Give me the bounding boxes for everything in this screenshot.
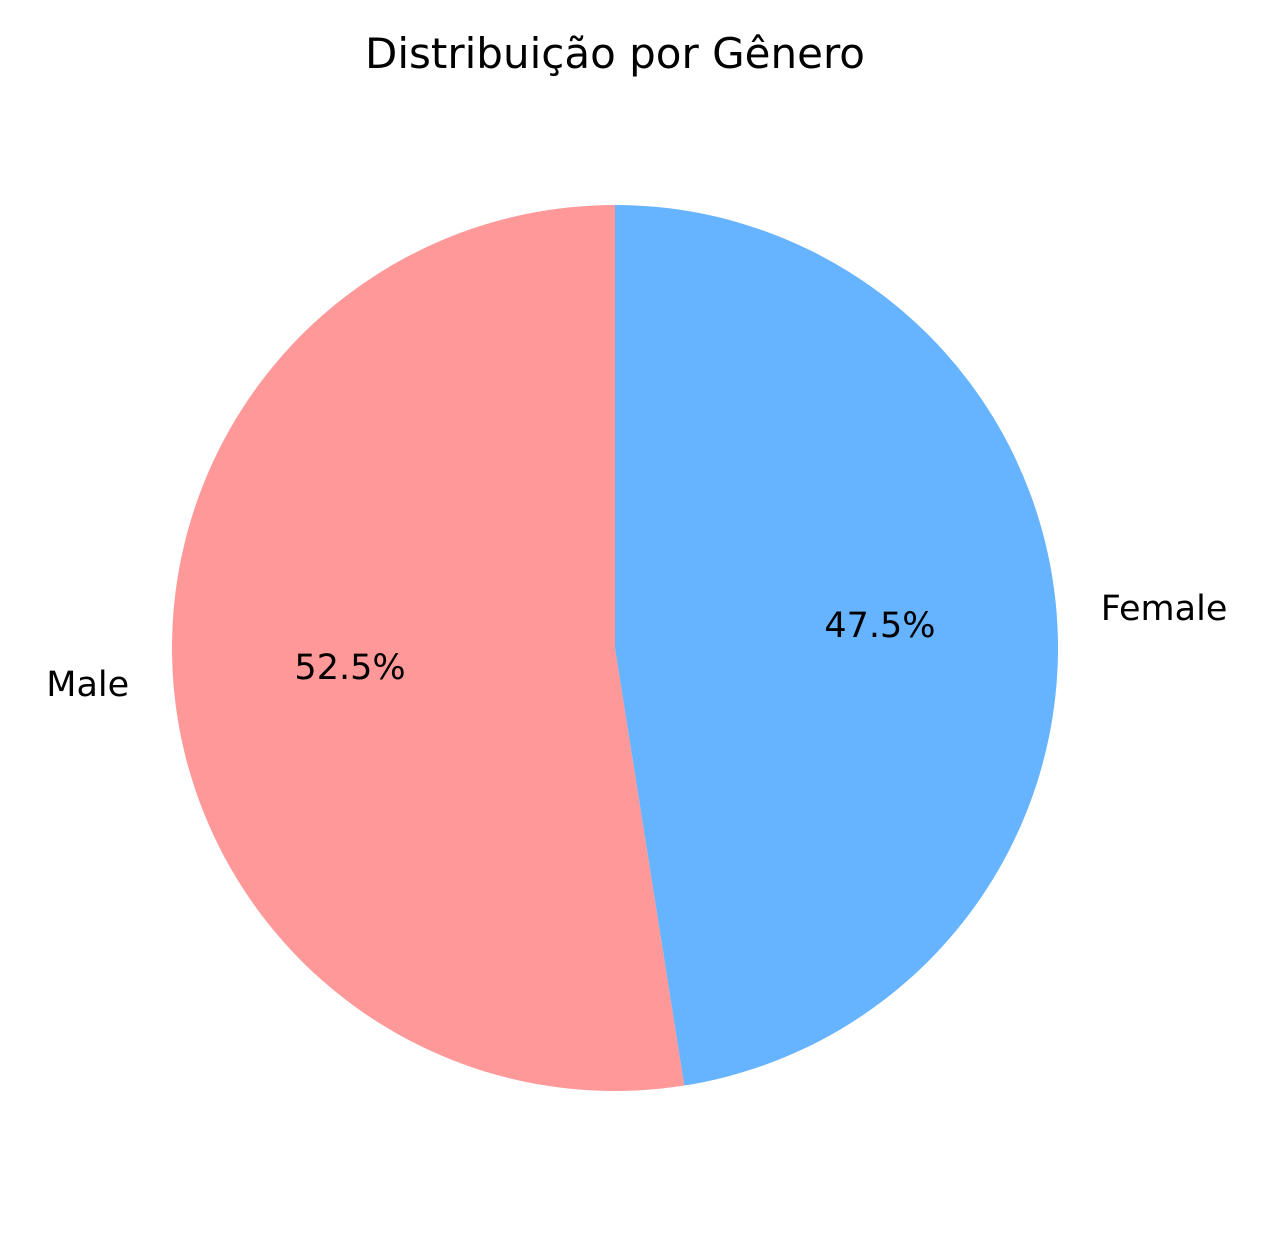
- slice-label-female: Female: [1101, 589, 1228, 629]
- slice-label-male: Male: [46, 665, 129, 705]
- pie-labels: Male 52.5% Female 47.5%: [46, 589, 1227, 705]
- pie-slices: [171, 205, 1058, 1091]
- chart-title: Distribuição por Gênero: [365, 29, 865, 78]
- pct-label-male: 52.5%: [294, 648, 405, 688]
- pct-label-female: 47.5%: [824, 606, 935, 646]
- pie-slice-female: [615, 205, 1058, 1086]
- pie-slice-male: [171, 205, 685, 1091]
